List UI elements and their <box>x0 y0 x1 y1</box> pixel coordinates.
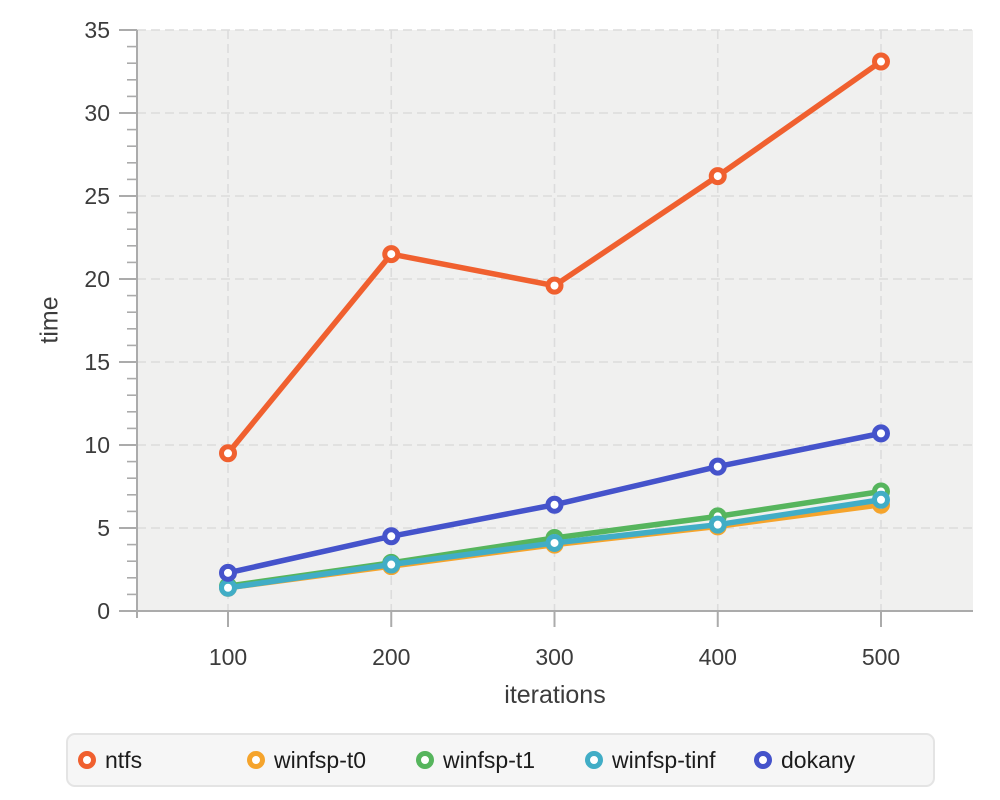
y-tick-label: 35 <box>84 17 110 43</box>
y-axis-title: time <box>35 296 64 344</box>
legend-label: winfsp-t1 <box>443 746 536 773</box>
y-tick-label: 5 <box>97 515 110 541</box>
data-point-dokany-200 <box>382 527 401 546</box>
legend-ring-icon <box>585 751 603 769</box>
data-point-winfsp-tinf-400 <box>708 515 727 534</box>
data-point-dokany-300 <box>545 495 564 514</box>
legend-ring-icon <box>754 751 772 769</box>
data-point-ntfs-300 <box>545 276 564 295</box>
x-tick-label: 400 <box>699 644 737 670</box>
y-tick-label: 30 <box>84 100 110 126</box>
legend-item-winfsp-t0[interactable]: winfsp-t0 <box>247 747 416 774</box>
legend-item-winfsp-t1[interactable]: winfsp-t1 <box>416 747 585 774</box>
legend-item-winfsp-tinf[interactable]: winfsp-tinf <box>585 747 754 774</box>
y-tick-label: 25 <box>84 183 110 209</box>
data-point-dokany-400 <box>708 457 727 476</box>
legend-label: winfsp-tinf <box>612 746 716 773</box>
x-tick-label: 200 <box>372 644 410 670</box>
data-point-winfsp-tinf-100 <box>219 578 237 597</box>
legend-ring-icon <box>416 751 434 769</box>
x-tick-label: 500 <box>862 644 900 670</box>
x-tick-label: 100 <box>209 644 247 670</box>
data-point-winfsp-tinf-500 <box>872 490 890 509</box>
data-point-dokany-500 <box>872 424 890 443</box>
line-chart-plot: 0 5 10 15 20 25 30 35 100 200 300 400 500 <box>84 17 973 670</box>
data-point-dokany-100 <box>219 563 237 582</box>
data-point-ntfs-400 <box>708 167 727 186</box>
x-axis-title: iterations <box>504 681 606 709</box>
data-point-ntfs-500 <box>872 52 890 71</box>
legend-label: winfsp-t0 <box>274 746 367 773</box>
legend-label: ntfs <box>105 746 143 773</box>
chart-legend: ntfs winfsp-t0 winfsp-t1 winfsp-tinf dokany <box>66 733 935 787</box>
y-tick-label: 20 <box>84 266 110 292</box>
legend-item-dokany[interactable]: dokany <box>754 747 923 774</box>
legend-item-ntfs[interactable]: ntfs <box>78 747 247 774</box>
y-tick-label: 10 <box>84 432 110 458</box>
legend-label: dokany <box>781 746 856 773</box>
legend-ring-icon <box>247 751 265 769</box>
data-point-winfsp-tinf-200 <box>382 555 401 574</box>
x-tick-label: 300 <box>535 644 573 670</box>
data-point-winfsp-tinf-300 <box>545 533 564 552</box>
legend-ring-icon <box>78 751 96 769</box>
y-tick-label: 0 <box>97 598 110 624</box>
data-point-ntfs-200 <box>382 245 401 264</box>
y-tick-label: 15 <box>84 349 110 375</box>
data-point-ntfs-100 <box>219 444 237 463</box>
